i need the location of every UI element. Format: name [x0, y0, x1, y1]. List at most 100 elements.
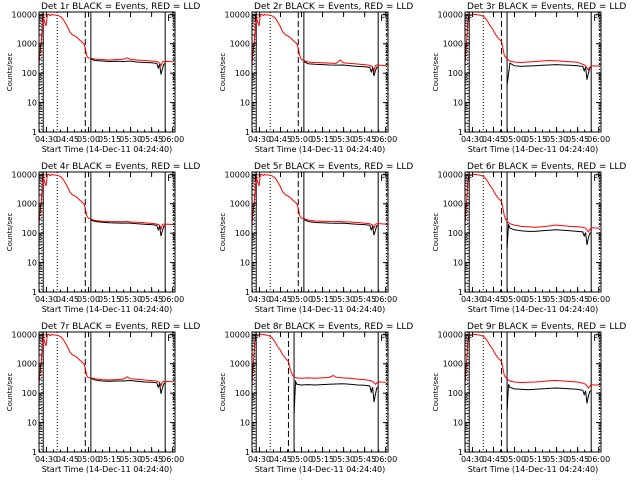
- series-line-lld: [39, 333, 174, 388]
- series-line-lld: [39, 13, 174, 67]
- x-tick-label: 05:15: [524, 135, 547, 144]
- x-tick-label: 05:15: [311, 295, 334, 304]
- corner-mark-left: F: [254, 174, 259, 184]
- series-line-lld: [465, 333, 600, 389]
- y-tick-label: 100: [448, 229, 463, 238]
- y-tick-label: 1: [245, 448, 250, 457]
- x-tick-label: 05:45: [566, 455, 589, 464]
- x-tick-label: 05:30: [332, 455, 355, 464]
- corner-mark-right: F: [167, 14, 172, 24]
- y-tick-label: 10: [453, 99, 463, 108]
- x-tick-label: 05:30: [119, 135, 142, 144]
- x-tick-label: 04:30: [35, 295, 58, 304]
- y-tick-label: 100: [448, 69, 463, 78]
- x-tick-label: 04:45: [269, 295, 292, 304]
- x-axis-label: Start Time (14-Dec-11 04:24:40): [468, 145, 599, 154]
- y-tick-label: 1: [245, 128, 250, 137]
- chart-title: Det 4r BLACK = Events, RED = LLD: [41, 162, 200, 172]
- chart-panel-8: Det 8r BLACK = Events, RED = LLD F F 1 10 100…: [219, 322, 413, 474]
- corner-mark-right: F: [593, 334, 598, 344]
- plot-frame: [38, 11, 176, 133]
- x-tick-label: 06:00: [587, 295, 610, 304]
- x-tick-label: 05:00: [77, 135, 100, 144]
- corner-mark-left: F: [467, 334, 472, 344]
- series-line-events: [293, 379, 379, 414]
- corner-mark-right: F: [593, 174, 598, 184]
- x-axis-label: Start Time (14-Dec-11 04:24:40): [468, 305, 599, 314]
- plot-area: [39, 172, 175, 292]
- x-tick-label: 05:45: [566, 295, 589, 304]
- x-tick-label: 04:45: [56, 295, 79, 304]
- plot-frame: [464, 331, 602, 453]
- x-tick-label: 05:45: [140, 135, 163, 144]
- y-tick-label: 10000: [438, 10, 463, 19]
- corner-mark-right: F: [593, 14, 598, 24]
- y-tick-label: 1: [32, 128, 37, 137]
- series-line-lld: [252, 173, 387, 230]
- plot-area: [39, 332, 175, 452]
- x-tick-label: 05:15: [311, 455, 334, 464]
- x-tick-label: 04:30: [461, 135, 484, 144]
- corner-mark-left: F: [254, 14, 259, 24]
- chart-panel-5: Det 5r BLACK = Events, RED = LLD F F 1 10 100…: [219, 162, 413, 314]
- x-tick-label: 05:30: [332, 135, 355, 144]
- series-line-events: [90, 58, 166, 75]
- y-tick-label: 10000: [225, 330, 250, 339]
- plot-area: [465, 172, 601, 292]
- x-tick-label: 06:00: [587, 135, 610, 144]
- chart-panel-1: Det 1r BLACK = Events, RED = LLD F F 1 10 100…: [6, 2, 200, 154]
- x-tick-label: 05:15: [311, 135, 334, 144]
- y-tick-label: 1000: [17, 360, 37, 369]
- x-axis-label: Start Time (14-Dec-11 04:24:40): [42, 465, 173, 474]
- x-tick-label: 04:45: [482, 295, 505, 304]
- x-tick-label: 05:45: [353, 135, 376, 144]
- chart-title: Det 2r BLACK = Events, RED = LLD: [254, 2, 413, 12]
- x-tick-label: 06:00: [161, 455, 184, 464]
- series-line-lld: [39, 173, 174, 231]
- x-tick-label: 05:00: [503, 455, 526, 464]
- x-tick-label: 05:45: [140, 455, 163, 464]
- corner-mark-right: F: [380, 334, 385, 344]
- y-axis-label: Counts/sec: [219, 373, 227, 412]
- corner-mark-right: F: [167, 334, 172, 344]
- corner-mark-right: F: [380, 14, 385, 24]
- corner-mark-left: F: [467, 174, 472, 184]
- y-tick-label: 1: [458, 128, 463, 137]
- series-line-events: [506, 224, 592, 249]
- y-tick-label: 1000: [230, 200, 250, 209]
- x-tick-label: 05:30: [545, 455, 568, 464]
- x-tick-label: 05:00: [503, 135, 526, 144]
- x-tick-label: 04:45: [56, 135, 79, 144]
- plot-frame: [464, 171, 602, 293]
- y-tick-label: 10: [240, 259, 250, 268]
- x-tick-label: 06:00: [374, 135, 397, 144]
- chart-title: Det 1r BLACK = Events, RED = LLD: [41, 2, 200, 12]
- y-tick-label: 10: [27, 259, 37, 268]
- x-tick-label: 06:00: [374, 455, 397, 464]
- series-line-events: [506, 384, 592, 411]
- y-axis-label: Counts/sec: [432, 53, 440, 92]
- corner-mark-right: F: [167, 174, 172, 184]
- x-tick-label: 05:00: [290, 135, 313, 144]
- x-tick-label: 05:00: [290, 455, 313, 464]
- chart-panel-4: Det 4r BLACK = Events, RED = LLD F F 1 10 100…: [6, 162, 200, 314]
- y-tick-label: 10: [453, 259, 463, 268]
- x-tick-label: 06:00: [161, 295, 184, 304]
- y-tick-label: 1: [458, 448, 463, 457]
- chart-panel-3: Det 3r BLACK = Events, RED = LLD F F 1 10 100…: [432, 2, 626, 154]
- chart-panel-9: Det 9r BLACK = Events, RED = LLD F F 1 10 100…: [432, 322, 626, 474]
- x-tick-label: 05:15: [98, 135, 121, 144]
- corner-mark-left: F: [41, 174, 46, 184]
- y-tick-label: 1000: [230, 40, 250, 49]
- x-tick-label: 06:00: [587, 455, 610, 464]
- x-tick-label: 06:00: [374, 295, 397, 304]
- y-tick-label: 100: [235, 229, 250, 238]
- x-tick-label: 04:45: [482, 455, 505, 464]
- y-tick-label: 10: [240, 419, 250, 428]
- plot-frame: [464, 11, 602, 133]
- x-tick-label: 04:30: [461, 455, 484, 464]
- plot-area: [465, 332, 601, 452]
- series-line-events: [303, 219, 379, 236]
- y-tick-label: 1000: [17, 40, 37, 49]
- x-tick-label: 05:00: [503, 295, 526, 304]
